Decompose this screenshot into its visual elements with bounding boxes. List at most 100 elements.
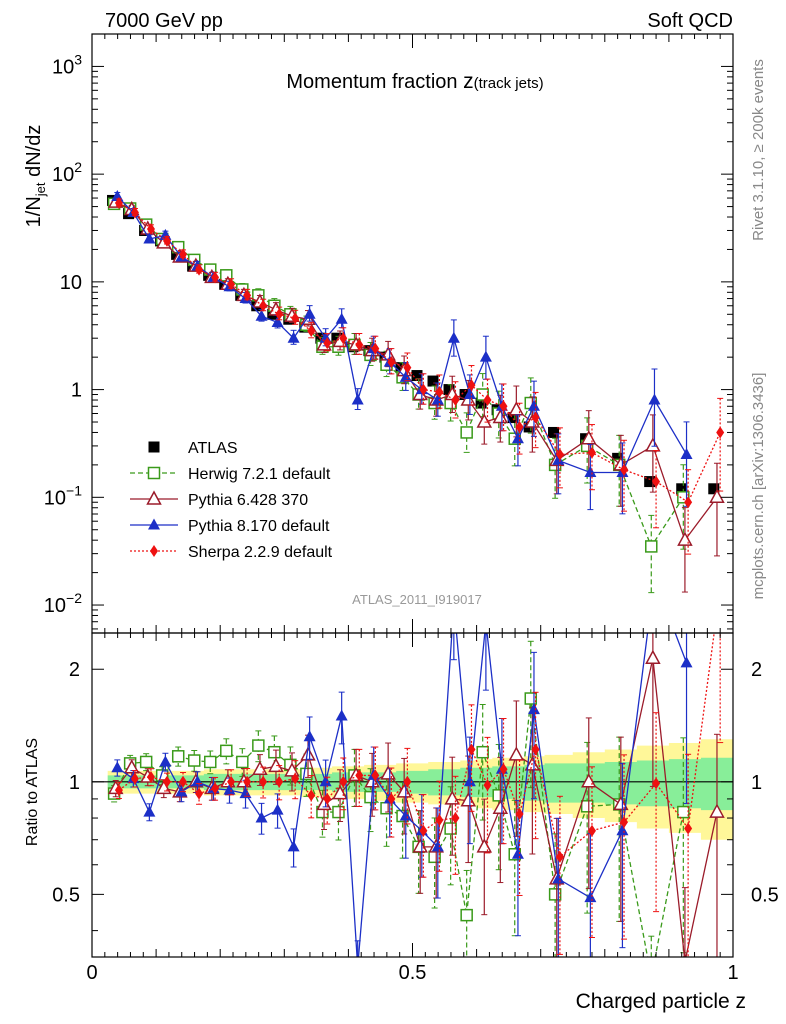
pythia8-point: [527, 399, 540, 411]
pythia6-ratio-point: [300, 746, 316, 761]
pythia8-ratio-point: [527, 703, 540, 715]
herwig-ratio-point: [460, 908, 473, 922]
ratio-y-tick-label-right: 1: [751, 772, 762, 794]
legend: ATLAS Herwig 7.2.1 default Pythia 6.428 37…: [130, 440, 333, 561]
sherpa-point: [130, 206, 139, 219]
herwig-ratio-point: [646, 972, 657, 983]
x-tick-label: 0: [86, 962, 97, 984]
main-y-tick-mantissa: 10: [44, 595, 66, 617]
pythia8-point: [271, 315, 284, 327]
herwig-ratio-point: [252, 739, 265, 752]
sherpa-point: [531, 411, 540, 424]
ratio-y-tick-label: 0.5: [52, 884, 80, 906]
sherpa-point: [499, 400, 508, 413]
sherpa-ratio-point: [243, 775, 252, 788]
analysis-watermark: ATLAS_2011_I919017: [352, 592, 482, 607]
legend-label-pythia6: Pythia 6.428 370: [188, 492, 308, 509]
herwig-ratio-point: [476, 745, 489, 759]
sherpa-point: [483, 394, 492, 407]
herwig-point: [460, 426, 473, 439]
main-y-tick-label: 1: [71, 380, 82, 402]
pythia8-ratio-point: [463, 775, 476, 787]
main-y-tick-mantissa: 10: [52, 56, 74, 78]
herwig-ratio-point: [236, 755, 249, 769]
pythia6-point: [709, 488, 725, 504]
main-y-tick-label: 10−2: [44, 590, 82, 617]
herwig-ratio-point: [524, 692, 538, 705]
pythia8-point: [431, 393, 444, 405]
pythia8-ratio-point: [616, 824, 629, 836]
pythia8-point: [447, 331, 460, 343]
main-y-tick-mantissa: 10: [52, 164, 74, 186]
pythia8-ratio-point: [111, 761, 124, 773]
pythia8-ratio-point: [159, 755, 172, 767]
main-y-label-sub: jet: [33, 182, 48, 197]
main-y-label-rest: dN/dz: [23, 125, 45, 183]
herwig-ratio-point: [171, 750, 185, 763]
sherpa-ratio-point: [162, 775, 171, 788]
sherpa-point: [355, 338, 364, 351]
sherpa-point: [146, 222, 155, 235]
main-data-layer: [107, 190, 725, 594]
pythia6-ratio-point: [709, 803, 725, 818]
sherpa-ratio-point: [652, 777, 661, 790]
pythia8-ratio-point: [584, 891, 597, 903]
data-point: [612, 452, 624, 464]
sherpa-ratio-point: [339, 775, 348, 788]
herwig-ratio-point: [677, 805, 690, 819]
ratio-y-tick-label-right: 2: [751, 659, 762, 681]
pythia8-point: [648, 393, 661, 405]
sherpa-point: [162, 234, 171, 247]
sherpa-point: [652, 475, 661, 488]
sherpa-ratio-point: [467, 743, 476, 756]
herwig-ratio-point: [204, 755, 217, 769]
pythia8-point: [351, 393, 364, 405]
pythia8-ratio-point: [399, 809, 412, 821]
header-left: 7000 GeV pp: [105, 10, 223, 32]
pythia6-ratio-point: [123, 759, 140, 774]
legend-marker-data: [148, 441, 160, 453]
sherpa-point: [467, 379, 476, 392]
pythia8-ratio-point: [680, 656, 693, 668]
herwig-ratio-point: [428, 850, 441, 864]
herwig-ratio-line: [113, 698, 684, 957]
main-title-text: Momentum fraction: [286, 71, 463, 93]
pythia6-point: [645, 437, 661, 452]
sherpa-point: [587, 446, 596, 459]
herwig-ratio-point: [548, 888, 562, 901]
data-point: [708, 483, 720, 495]
legend-marker-pythia8: [148, 518, 160, 530]
sherpa-ratio-point: [211, 782, 220, 795]
sherpa-ratio-point: [451, 812, 460, 825]
herwig-ratio-point: [332, 805, 345, 819]
main-title-sub: (track jets): [474, 75, 544, 92]
herwig-ratio-point: [220, 744, 233, 758]
pythia8-line: [116, 196, 688, 474]
main-y-tick-label: 103: [52, 51, 82, 78]
sherpa-ratio-point: [307, 789, 316, 802]
mcplots-reference-text: mcplots.cern.ch [arXiv:1306.3436]: [750, 373, 767, 600]
legend-label-herwig: Herwig 7.2.1 default: [188, 466, 331, 483]
main-title-var: z: [463, 70, 474, 93]
pythia8-ratio-point: [175, 785, 188, 797]
pythia8-ratio-point: [552, 872, 565, 884]
sherpa-point: [403, 361, 412, 374]
sherpa-point: [716, 426, 725, 439]
sherpa-ratio-point: [483, 779, 492, 792]
main-y-tick-exponent: −2: [66, 590, 82, 606]
pythia8-ratio-point: [480, 616, 492, 627]
sherpa-line: [118, 202, 721, 504]
main-y-tick-exponent: 2: [74, 159, 82, 175]
sherpa-point: [419, 383, 428, 396]
legend-label-pythia8: Pythia 8.170 default: [188, 518, 330, 535]
pythia8-point: [399, 370, 412, 382]
pythia6-ratio-point: [508, 746, 525, 761]
rivet-version-text: Rivet 3.1.10, ≥ 200k events: [750, 59, 767, 241]
header-right: Soft QCD: [647, 10, 733, 32]
pythia8-point: [111, 190, 124, 202]
pythia8-point: [255, 309, 268, 321]
ratio-band-inner: [107, 757, 733, 811]
sherpa-ratio-point: [227, 775, 236, 788]
sherpa-ratio-point: [684, 822, 693, 835]
